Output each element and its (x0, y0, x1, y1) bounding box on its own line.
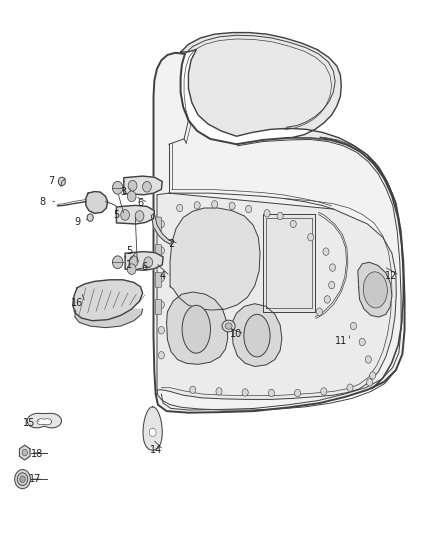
Circle shape (365, 356, 371, 364)
Circle shape (264, 209, 270, 217)
Text: 18: 18 (31, 449, 43, 458)
Polygon shape (153, 53, 405, 413)
Circle shape (58, 177, 65, 185)
Polygon shape (263, 214, 315, 312)
Text: 6: 6 (138, 198, 144, 208)
FancyBboxPatch shape (155, 245, 161, 260)
FancyBboxPatch shape (155, 272, 161, 287)
Text: 15: 15 (23, 418, 35, 429)
Text: 7: 7 (48, 176, 54, 187)
Circle shape (87, 214, 93, 221)
Circle shape (158, 247, 164, 254)
Polygon shape (117, 205, 154, 224)
Circle shape (367, 378, 373, 386)
Circle shape (190, 386, 196, 393)
Circle shape (14, 470, 30, 489)
Circle shape (229, 202, 235, 209)
Ellipse shape (225, 323, 232, 329)
Circle shape (329, 264, 336, 271)
Polygon shape (180, 33, 396, 204)
Text: 10: 10 (230, 329, 243, 339)
Polygon shape (157, 193, 396, 399)
Polygon shape (86, 191, 108, 213)
Text: 17: 17 (29, 474, 42, 484)
Circle shape (158, 274, 164, 282)
Circle shape (321, 387, 327, 395)
Circle shape (158, 327, 164, 334)
Text: 16: 16 (71, 297, 83, 308)
Text: 12: 12 (385, 271, 398, 280)
Circle shape (113, 256, 123, 269)
Circle shape (20, 476, 25, 482)
Polygon shape (37, 419, 52, 425)
Text: 14: 14 (149, 445, 162, 455)
Circle shape (113, 181, 123, 194)
Text: 11: 11 (335, 336, 347, 346)
Circle shape (143, 181, 151, 192)
Ellipse shape (222, 320, 235, 332)
Circle shape (328, 281, 335, 289)
Circle shape (22, 449, 27, 456)
Text: 5: 5 (127, 246, 133, 255)
Circle shape (290, 220, 296, 228)
Circle shape (323, 248, 329, 255)
Circle shape (127, 191, 136, 201)
Circle shape (127, 264, 136, 274)
Polygon shape (143, 407, 162, 450)
Circle shape (216, 387, 222, 395)
Text: 3: 3 (120, 187, 126, 197)
Circle shape (277, 212, 283, 220)
Text: 9: 9 (74, 217, 80, 228)
Ellipse shape (182, 305, 211, 353)
Ellipse shape (363, 272, 387, 308)
Circle shape (294, 389, 300, 397)
Polygon shape (358, 262, 392, 317)
Text: 2: 2 (168, 239, 174, 248)
Polygon shape (124, 176, 162, 195)
Circle shape (246, 205, 252, 213)
Circle shape (212, 200, 218, 208)
Circle shape (121, 209, 130, 220)
Polygon shape (151, 213, 172, 244)
Circle shape (158, 352, 164, 359)
Polygon shape (75, 309, 143, 328)
Circle shape (347, 384, 353, 391)
Text: 6: 6 (142, 262, 148, 271)
Circle shape (144, 257, 152, 268)
Circle shape (316, 308, 322, 316)
Circle shape (307, 233, 314, 241)
Text: 8: 8 (39, 197, 45, 207)
FancyBboxPatch shape (155, 217, 161, 232)
Circle shape (359, 338, 365, 346)
Circle shape (158, 220, 164, 228)
Circle shape (350, 322, 357, 330)
Circle shape (17, 473, 28, 486)
Polygon shape (73, 280, 143, 321)
Ellipse shape (244, 314, 270, 357)
Circle shape (135, 211, 144, 221)
Circle shape (194, 201, 200, 209)
Text: 5: 5 (113, 211, 120, 221)
Text: 4: 4 (159, 271, 165, 281)
Circle shape (158, 301, 164, 309)
Circle shape (268, 389, 275, 397)
Circle shape (370, 372, 376, 379)
Text: 1: 1 (127, 260, 133, 270)
Polygon shape (27, 413, 61, 428)
Circle shape (128, 180, 137, 191)
Polygon shape (125, 252, 163, 270)
Circle shape (130, 256, 138, 266)
Circle shape (177, 204, 183, 212)
Circle shape (242, 389, 248, 396)
Polygon shape (170, 208, 260, 310)
Circle shape (324, 296, 330, 303)
Polygon shape (232, 304, 282, 367)
Polygon shape (149, 428, 156, 437)
FancyBboxPatch shape (155, 300, 161, 314)
Polygon shape (19, 445, 30, 460)
Polygon shape (166, 292, 228, 365)
